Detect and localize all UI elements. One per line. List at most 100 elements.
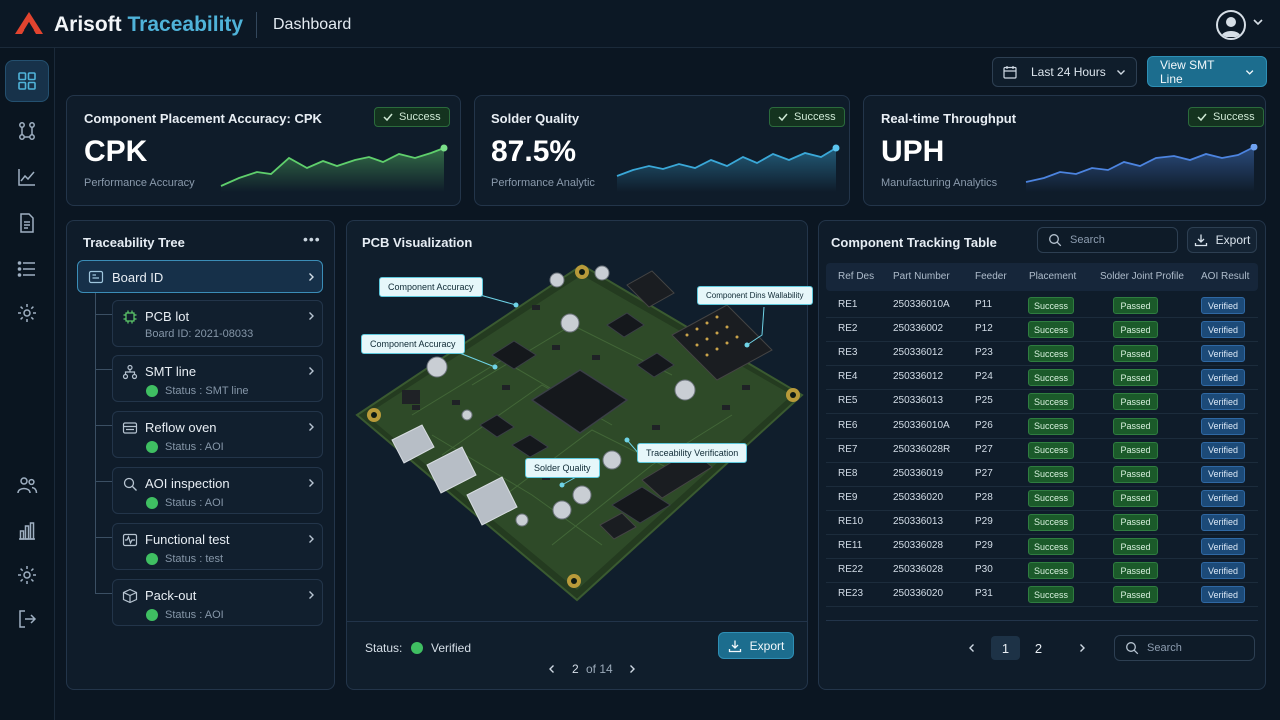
view-smt-line-button[interactable]: View SMT Line	[1147, 56, 1267, 87]
status-badge-label: Success	[794, 111, 836, 123]
table-row[interactable]	[826, 558, 1258, 559]
status-pill: Success	[1028, 417, 1074, 435]
column-header-part-number[interactable]: Part Number	[893, 271, 950, 282]
table-row[interactable]	[826, 606, 1258, 608]
sidebar-item-dashboard[interactable]	[5, 60, 49, 102]
status-pill: Success	[1028, 369, 1074, 387]
table-cell: RE4	[838, 371, 858, 383]
table-cell: 250336020	[893, 588, 944, 600]
tree-node-aoi-inspection[interactable]: AOI inspection Status : AOI	[112, 467, 323, 514]
app-title: Arisoft Traceability	[54, 13, 243, 37]
tree-node-functional-test[interactable]: Functional test Status : test	[112, 523, 323, 570]
table-cell: 250336013	[893, 515, 944, 527]
table-export-button[interactable]: Export	[1187, 227, 1257, 253]
user-icon	[1221, 17, 1241, 37]
user-avatar[interactable]	[1216, 10, 1246, 40]
pcb-callout[interactable]: Traceability Verification	[637, 443, 748, 463]
table-row[interactable]	[826, 413, 1258, 415]
table-cell: 250336012	[893, 347, 944, 359]
chevron-down-icon	[1116, 70, 1125, 75]
tree-node-pcb-lot[interactable]: PCB lot Board ID: 2021-08033	[112, 300, 323, 347]
table-row[interactable]	[826, 533, 1258, 535]
check-icon	[383, 113, 393, 122]
status-pill: Verified	[1201, 321, 1245, 339]
chevron-right-icon	[309, 367, 314, 375]
column-header-ref-des[interactable]: Ref Des	[838, 271, 875, 282]
status-pill: Success	[1028, 441, 1074, 459]
table-row[interactable]	[826, 461, 1258, 463]
sidebar-item-list[interactable]	[5, 248, 49, 290]
kpi-sparkline	[220, 144, 448, 192]
tree-node-smt-line[interactable]: SMT line Status : SMT line	[112, 355, 323, 402]
chevron-left-icon[interactable]	[547, 664, 557, 674]
sidebar-item-reports[interactable]	[5, 202, 49, 244]
table-row[interactable]	[826, 509, 1258, 511]
check-icon	[778, 113, 788, 122]
chevron-right-icon[interactable]	[627, 664, 637, 674]
table-row[interactable]	[826, 582, 1258, 584]
tree-node-label: SMT line	[145, 364, 197, 379]
sidebar-item-users[interactable]	[5, 464, 49, 506]
box-icon	[122, 588, 138, 604]
table-row[interactable]	[826, 317, 1258, 318]
table-row[interactable]	[826, 485, 1258, 487]
users-icon	[17, 477, 38, 494]
sidebar-item-settings[interactable]	[5, 292, 49, 334]
table-row[interactable]	[826, 389, 1258, 391]
table-search-placeholder: Search	[1070, 234, 1105, 246]
sidebar-item-workflow[interactable]	[5, 110, 49, 152]
pcb-callout[interactable]: Component Dins Wallability	[697, 286, 813, 305]
pcb-callout[interactable]: Component Accuracy	[379, 277, 483, 297]
status-pill: Success	[1028, 465, 1074, 483]
table-row[interactable]	[826, 341, 1258, 343]
chevron-left-icon[interactable]	[967, 643, 977, 653]
status-pill: Verified	[1201, 465, 1245, 483]
panel-title: Traceability Tree	[83, 235, 185, 250]
status-pill: Passed	[1113, 369, 1158, 387]
tree-node-board-id[interactable]: Board ID	[77, 260, 323, 293]
status-ok-icon	[411, 642, 423, 654]
more-menu-icon[interactable]: •••	[303, 231, 321, 247]
chevron-down-icon[interactable]	[1252, 16, 1264, 28]
sidebar-item-reports-chart[interactable]	[5, 510, 49, 552]
tree-node-pack-out[interactable]: Pack-out Status : AOI	[112, 579, 323, 626]
date-range-select[interactable]: Last 24 Hours	[992, 57, 1137, 87]
column-header-aoi-result[interactable]: AOI Result	[1201, 271, 1250, 282]
sidebar-item-analytics[interactable]	[5, 156, 49, 198]
column-header-placement[interactable]: Placement	[1029, 271, 1077, 282]
logout-icon	[19, 610, 37, 628]
sidebar-item-logout[interactable]	[5, 598, 49, 640]
pcb-callout[interactable]: Solder Quality	[525, 458, 600, 478]
table-cell: RE2	[838, 323, 858, 335]
pcb-export-button[interactable]: Export	[718, 632, 794, 659]
page-button-1[interactable]: 1	[991, 636, 1020, 660]
sidebar-item-preferences[interactable]	[5, 554, 49, 596]
column-header-feeder[interactable]: Feeder	[975, 271, 1007, 282]
chevron-down-icon	[1245, 69, 1254, 75]
status-badge-label: Success	[1213, 111, 1255, 123]
column-header-solder-joint-profile[interactable]: Solder Joint Profile	[1100, 271, 1184, 282]
chevron-right-icon	[309, 312, 314, 320]
status-pill: Success	[1028, 321, 1074, 339]
table-search-input[interactable]: Search	[1037, 227, 1178, 253]
table-export-label: Export	[1215, 233, 1251, 247]
line-chart-icon	[18, 169, 35, 186]
table-row[interactable]	[826, 437, 1258, 439]
status-pill: Passed	[1113, 538, 1158, 555]
status-pill: Verified	[1201, 562, 1245, 580]
table-row[interactable]	[826, 365, 1258, 367]
table-cell: RE9	[838, 491, 858, 503]
status-pill: Success	[1028, 489, 1074, 507]
tree-node-reflow-oven[interactable]: Reflow oven Status : AOI	[112, 411, 323, 458]
tree-connector	[95, 369, 112, 370]
panel-title: PCB Visualization	[362, 235, 473, 250]
table-cell: P26	[975, 419, 993, 431]
bottom-search-input[interactable]: Search	[1114, 635, 1255, 661]
kpi-value: CPK	[84, 135, 148, 168]
tree-node-label: Pack-out	[145, 588, 197, 603]
pcb-board-image[interactable]	[352, 255, 804, 605]
chevron-right-icon[interactable]	[1077, 643, 1087, 653]
page-button-2[interactable]: 2	[1034, 640, 1043, 656]
tree-node-sub: Status : test	[165, 553, 224, 565]
pcb-callout[interactable]: Component Accuracy	[361, 334, 465, 354]
